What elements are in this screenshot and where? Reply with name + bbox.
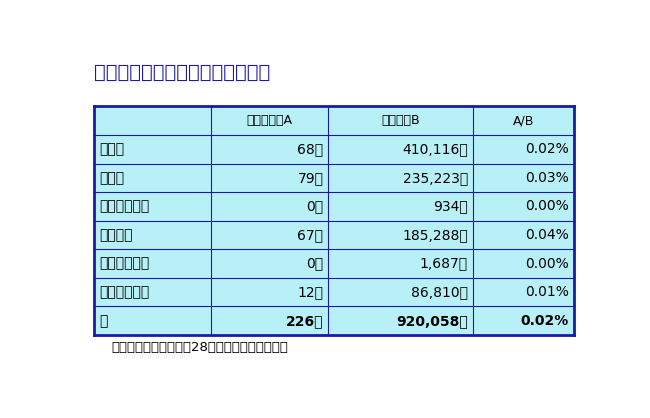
Bar xyxy=(328,306,473,335)
Bar xyxy=(473,192,574,221)
Bar xyxy=(473,221,574,249)
Bar xyxy=(473,135,574,163)
Text: 高等学校: 高等学校 xyxy=(99,228,133,242)
Bar xyxy=(94,192,211,221)
Text: 小学校: 小学校 xyxy=(99,143,124,156)
Bar xyxy=(473,249,574,278)
Bar xyxy=(211,306,328,335)
Text: 0.02%: 0.02% xyxy=(521,314,569,328)
Text: 0人: 0人 xyxy=(306,257,324,270)
Bar xyxy=(328,135,473,163)
Text: 特別支援学校: 特別支援学校 xyxy=(99,285,149,299)
Text: （４）被処分者の所属する学校種: （４）被処分者の所属する学校種 xyxy=(94,64,270,82)
Text: 0.00%: 0.00% xyxy=(525,199,569,214)
Text: 0.00%: 0.00% xyxy=(525,257,569,270)
Bar xyxy=(94,249,211,278)
Bar xyxy=(94,278,211,306)
Text: 0人: 0人 xyxy=(306,199,324,214)
Text: 0.03%: 0.03% xyxy=(525,171,569,185)
Bar xyxy=(211,135,328,163)
Bar xyxy=(473,163,574,192)
Text: 0.02%: 0.02% xyxy=(525,143,569,156)
Bar xyxy=(473,107,574,135)
Text: 計: 計 xyxy=(99,314,107,328)
Bar xyxy=(94,135,211,163)
Text: 0.04%: 0.04% xyxy=(525,228,569,242)
Bar xyxy=(328,192,473,221)
Text: 226人: 226人 xyxy=(286,314,324,328)
Text: 79人: 79人 xyxy=(298,171,324,185)
Text: 185,288人: 185,288人 xyxy=(402,228,468,242)
Text: 中等教育学校: 中等教育学校 xyxy=(99,257,149,270)
Text: A/B: A/B xyxy=(513,114,534,127)
Bar xyxy=(211,221,328,249)
Text: 410,116人: 410,116人 xyxy=(402,143,468,156)
Bar xyxy=(211,278,328,306)
Bar xyxy=(328,163,473,192)
Bar xyxy=(328,249,473,278)
Bar xyxy=(473,306,574,335)
Bar xyxy=(94,107,211,135)
Text: 0.01%: 0.01% xyxy=(525,285,569,299)
Text: 1,687人: 1,687人 xyxy=(420,257,468,270)
Bar xyxy=(473,278,574,306)
Text: 934人: 934人 xyxy=(433,199,468,214)
Bar xyxy=(211,192,328,221)
Text: 被処分者数A: 被処分者数A xyxy=(247,114,292,127)
Bar xyxy=(328,278,473,306)
Text: 67人: 67人 xyxy=(298,228,324,242)
Text: 義務教育学校: 義務教育学校 xyxy=(99,199,149,214)
Bar xyxy=(94,306,211,335)
Bar xyxy=(328,221,473,249)
Text: 920,058人: 920,058人 xyxy=(396,314,468,328)
Bar xyxy=(328,107,473,135)
Bar xyxy=(211,163,328,192)
Bar xyxy=(94,221,211,249)
Text: 86,810人: 86,810人 xyxy=(411,285,468,299)
Bar xyxy=(94,163,211,192)
Text: 12人: 12人 xyxy=(298,285,324,299)
Text: 在職者数B: 在職者数B xyxy=(382,114,420,127)
Text: 中学校: 中学校 xyxy=(99,171,124,185)
Text: （注）在職者数：平成28年度学校基本調査より: （注）在職者数：平成28年度学校基本調査より xyxy=(112,342,289,354)
Bar xyxy=(211,107,328,135)
Bar xyxy=(211,249,328,278)
Text: 68人: 68人 xyxy=(297,143,324,156)
Text: 235,223人: 235,223人 xyxy=(403,171,468,185)
